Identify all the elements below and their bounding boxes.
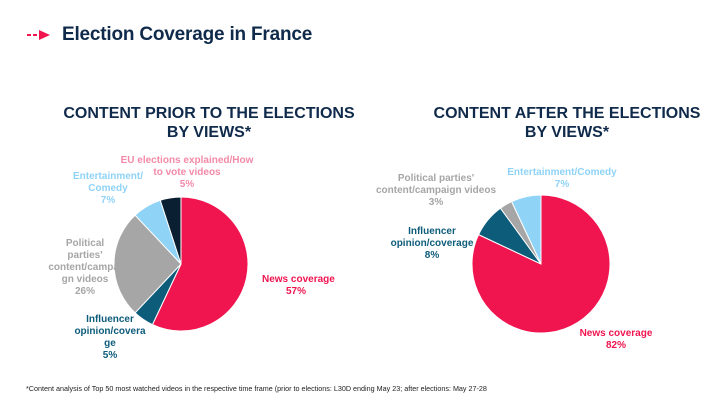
slice-label-entertainment-prior: Entertainment/ Comedy 7% [66,171,150,207]
slice-value-label: 57% [286,286,307,297]
slice-value-label: 82% [605,340,626,351]
arrow-icon [27,30,50,40]
slice-value-label: 5% [179,179,195,190]
slice-label-text: Political [65,238,105,249]
slice-value-label: 5% [102,350,118,361]
slice-label-text: EU elections explained/How [120,155,254,166]
slice-label-text: News coverage [262,274,335,285]
slice-value-label: 7% [554,179,570,190]
chart-2-title-line: CONTENT AFTER THE ELECTIONS [433,105,701,122]
pie-slice [113,214,182,314]
slice-label-text: Political parties' [397,173,475,184]
slice-label-entertainment-after: Entertainment/Comedy 7% [502,167,622,191]
chart-2-title: CONTENT AFTER THE ELECTIONS BY VIEWS* [407,104,720,142]
slice-label-text: content/campai [48,262,122,273]
chart-1-title-line: BY VIEWS* [166,124,252,141]
slice-label-text: gn videos [61,274,109,285]
slice-label-news-after: News coverage 82% [561,328,671,352]
slice-label-text: Influencer [86,314,134,325]
slice-label-text: News coverage [579,328,653,339]
slice-label-text: parties' [67,250,103,261]
chart-1-title-line: CONTENT PRIOR TO THE ELECTIONS [63,105,355,122]
slice-value-label: 26% [74,286,95,297]
pie-slice [510,194,542,265]
pie-chart-after [471,194,611,334]
slice-label-news-prior: News coverage 57% [262,274,335,298]
slice-label-eu-prior: EU elections explained/How to vote video… [117,155,257,191]
slice-label-text: Entertainment/ [72,171,143,182]
slice-label-influencer-after: Influencer opinion/coverage 8% [380,226,484,262]
slice-label-text: Entertainment/Comedy [507,167,617,178]
pie-chart-prior [113,196,249,332]
chart-1-title: CONTENT PRIOR TO THE ELECTIONS BY VIEWS* [49,104,369,142]
slice-label-text: to vote videos [153,167,221,178]
slice-label-text: ge [104,338,116,349]
slice-label-political-prior: Political parties' content/campai gn vid… [38,238,132,298]
slice-label-text: Influencer [408,226,456,237]
pie-slice [151,196,249,332]
slice-value-label: 7% [100,195,116,206]
chart-2-title-line: BY VIEWS* [524,124,610,141]
slice-label-text: opinion/coverage [390,238,474,249]
slice-label-influencer-prior: Influencer opinion/covera ge 5% [62,314,158,362]
slice-value-label: 8% [424,250,440,261]
page-header: Election Coverage in France [26,24,312,46]
slice-value-label: 3% [428,197,444,208]
slice-label-text: opinion/covera [74,326,146,337]
slice-label-text: content/campaign videos [375,185,497,196]
slice-label-text: Comedy [88,183,128,194]
pie-slice [159,196,182,265]
footnote: *Content analysis of Top 50 most watched… [26,384,487,393]
slice-label-political-after: Political parties' content/campaign vide… [372,173,500,209]
page-title: Election Coverage in France [62,24,313,45]
